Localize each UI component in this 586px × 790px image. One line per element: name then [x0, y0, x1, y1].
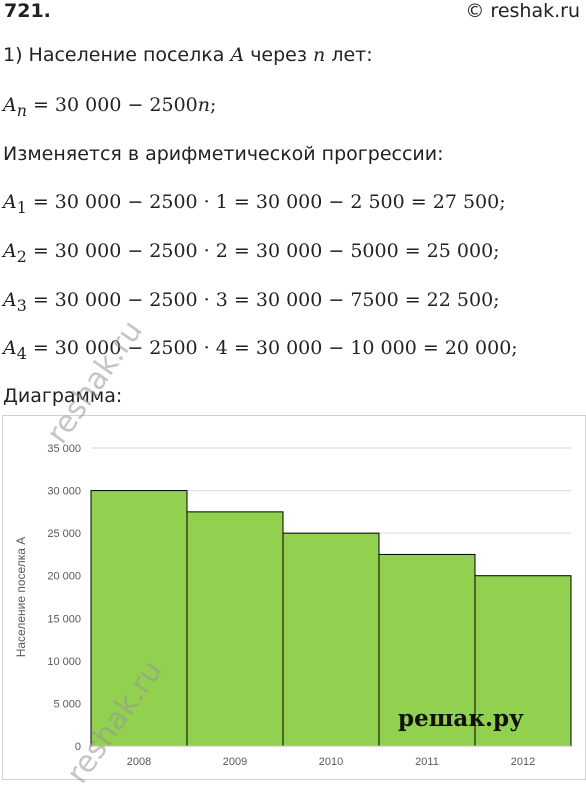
- y-tick-label: 20 000: [47, 571, 81, 583]
- x-tick-label: 2011: [415, 756, 439, 768]
- intro-n: n: [313, 44, 326, 66]
- bar: [186, 511, 284, 747]
- population-bar-chart: 0 5 000 10 000 15 000 20 000 25 000 30 000 35 0…: [14, 443, 572, 768]
- intro-var: A: [230, 44, 245, 66]
- y-tick-label: 0: [75, 741, 81, 753]
- a2-sub: 2: [16, 246, 27, 266]
- x-tick-label: 2010: [319, 756, 343, 768]
- intro-suffix: лет:: [325, 44, 373, 66]
- watermark-stamp: решак.ру: [398, 705, 524, 732]
- a4-sub: 4: [16, 343, 27, 363]
- formula-line: An = 30 000 − 2500n;: [3, 94, 216, 120]
- y-tick-label: 15 000: [47, 613, 81, 625]
- a1-line: A1 = 30 000 − 2500 · 1 = 30 000 − 2 500 …: [3, 191, 506, 217]
- a2-line: A2 = 30 000 − 2500 · 2 = 30 000 − 5000 =…: [3, 240, 500, 266]
- a1-rhs: = 30 000 − 2500 · 1 = 30 000 − 2 500 = 2…: [26, 191, 506, 213]
- x-tick-label: 2009: [223, 756, 247, 768]
- bar: [378, 553, 476, 747]
- formula-n: n: [197, 94, 211, 116]
- formula-rhs: = 30 000 − 2500: [26, 94, 198, 116]
- site-credit: © reshak.ru: [465, 0, 580, 22]
- bar: [90, 490, 188, 747]
- y-tick-label: 10 000: [47, 656, 81, 668]
- intro-prefix: 1) Население поселка: [3, 44, 231, 66]
- a1-sub: 1: [16, 197, 27, 217]
- formula-lhs: A: [3, 94, 17, 116]
- a3-line: A3 = 30 000 − 2500 · 3 = 30 000 − 7500 =…: [3, 289, 500, 315]
- intro-line: 1) Население поселка A через n лет:: [3, 44, 373, 66]
- problem-number: 721.: [4, 0, 51, 22]
- intro-mid: через: [244, 44, 314, 66]
- formula-end: ;: [210, 94, 217, 116]
- formula-sub: n: [16, 100, 27, 120]
- y-axis-label: Население поселка А: [14, 537, 28, 658]
- a3-rhs: = 30 000 − 2500 · 3 = 30 000 − 7500 = 22…: [26, 289, 500, 311]
- x-tick-label: 2008: [127, 756, 151, 768]
- a4-rhs: = 30 000 − 2500 · 4 = 30 000 − 10 000 = …: [26, 337, 518, 359]
- diagram-label: Диаграмма:: [3, 385, 123, 407]
- a4-line: A4 = 30 000 − 2500 · 4 = 30 000 − 10 000…: [3, 337, 518, 363]
- chart-container: 0 5 000 10 000 15 000 20 000 25 000 30 000 35 0…: [2, 415, 586, 780]
- bar: [282, 532, 380, 747]
- a2-rhs: = 30 000 − 2500 · 2 = 30 000 − 5000 = 25…: [26, 240, 500, 262]
- y-tick-label: 5 000: [53, 698, 81, 710]
- progression-line: Изменяется в арифметической прогрессии:: [3, 143, 444, 165]
- y-tick-label: 35 000: [47, 443, 81, 455]
- y-tick-label: 30 000: [47, 486, 81, 498]
- x-tick-label: 2012: [511, 756, 535, 768]
- bar: [474, 575, 572, 747]
- y-tick-label: 25 000: [47, 528, 81, 540]
- a3-sub: 3: [16, 295, 27, 315]
